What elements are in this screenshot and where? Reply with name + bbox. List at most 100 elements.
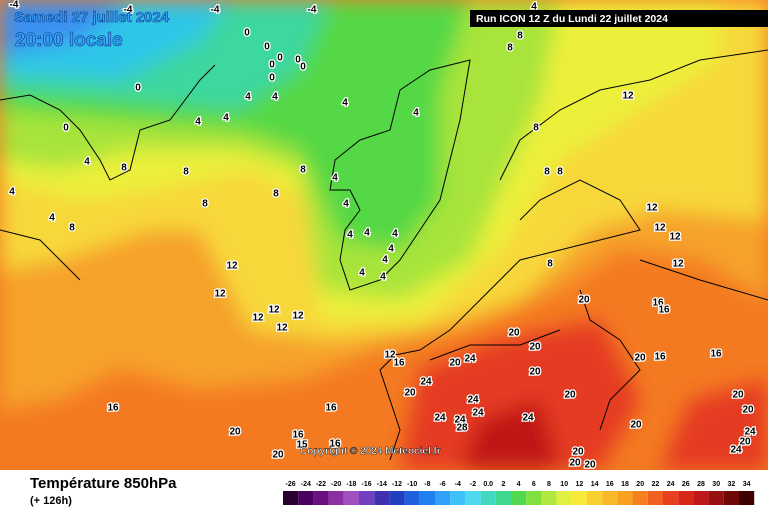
legend-swatch [435,491,451,505]
legend-swatch [419,491,435,505]
contour-label: 8 [533,123,539,134]
contour-label: 8 [557,167,563,178]
contour-label: 20 [732,390,744,401]
copyright: Copyright © 2024 Meteociel.fr [300,446,441,457]
footer-lead: (+ 126h) [30,495,72,507]
contour-label: 12 [214,289,226,300]
legend-label: -14 [377,481,387,488]
legend-swatch [723,491,739,505]
legend-swatch [465,491,481,505]
legend-swatch [678,491,694,505]
contour-label: -4 [211,5,220,16]
contour-label: 12 [654,223,666,234]
contour-label: 8 [517,31,523,42]
contour-label: 24 [434,413,446,424]
contour-label: 8 [202,199,208,210]
legend-swatch [602,491,618,505]
contour-label: 12 [226,261,238,272]
legend-label: 6 [532,481,536,488]
contour-label: -4 [308,5,317,16]
contour-label: 20 [739,437,751,448]
contour-label: 4 [388,244,394,255]
legend-swatch [617,491,633,505]
contour-label: 28 [456,423,468,434]
contour-label: 24 [522,413,534,424]
contour-label: 20 [564,390,576,401]
contour-label: 4 [392,229,398,240]
contour-label: 8 [183,167,189,178]
legend-label: 16 [606,481,614,488]
contour-label: 20 [630,420,642,431]
contour-label: 12 [669,232,681,243]
contour-label: 0 [300,62,306,73]
contour-label: 0 [244,28,250,39]
contour-label: 24 [730,445,742,456]
legend-label: 22 [652,481,660,488]
legend-label: -24 [301,481,311,488]
legend-swatch [511,491,527,505]
contour-label: 4 [272,92,278,103]
legend-swatch [587,491,603,505]
legend-label: 4 [517,481,521,488]
legend-swatch [374,491,390,505]
legend-label: 26 [682,481,690,488]
contour-label: 20 [449,358,461,369]
contour-label: 24 [454,415,466,426]
legend-label: 34 [743,481,751,488]
contour-label: 24 [472,408,484,419]
contour-label: 4 [195,117,201,128]
legend-label: -10 [407,481,417,488]
legend-label: 10 [560,481,568,488]
legend-label: 8 [547,481,551,488]
legend-swatch [480,491,496,505]
contour-label: 20 [584,460,596,471]
legend-label: 0.0 [483,481,493,488]
contour-label: 4 [382,255,388,266]
contour-label: -4 [10,0,19,11]
contour-label: 20 [508,328,520,339]
legend-swatch [389,491,405,505]
legend-label: -20 [331,481,341,488]
contour-label: 12 [252,313,264,324]
legend-swatch [556,491,572,505]
contour-label: 16 [710,349,722,360]
legend-label: 2 [501,481,505,488]
contour-label: 4 [49,213,55,224]
map-date: Samedi 27 juillet 2024 [14,9,170,26]
contour-label: 8 [300,165,306,176]
contour-label: -4 [124,5,133,16]
contour-label: 20 [569,458,581,469]
contour-label: 16 [325,403,337,414]
legend-swatch [739,491,755,505]
legend-label: -2 [470,481,476,488]
contour-label: 4 [332,173,338,184]
legend-label: 28 [697,481,705,488]
legend-swatch [343,491,359,505]
contour-label: 0 [277,53,283,64]
contour-label: 8 [69,223,75,234]
legend-label: -26 [286,481,296,488]
footer-title: Température 850hPa [30,475,177,492]
coastlines [0,49,768,461]
legend-swatch [283,491,299,505]
contour-label: 20 [229,427,241,438]
contour-label: 16 [329,439,341,450]
contour-label: 24 [464,354,476,365]
contour-label: 12 [276,323,288,334]
legend-label: 18 [621,481,629,488]
contour-label: 4 [245,92,251,103]
legend-swatch [328,491,344,505]
legend-swatch [632,491,648,505]
legend-swatch [495,491,511,505]
contour-label: 8 [121,163,127,174]
legend-swatch [708,491,724,505]
legend-swatch [541,491,557,505]
legend-label: -22 [316,481,326,488]
contour-label: 20 [529,367,541,378]
contour-label: 16 [393,358,405,369]
contour-label: 12 [646,203,658,214]
contour-label: 0 [269,60,275,71]
contour-label: 20 [578,295,590,306]
contour-label: 20 [742,405,754,416]
